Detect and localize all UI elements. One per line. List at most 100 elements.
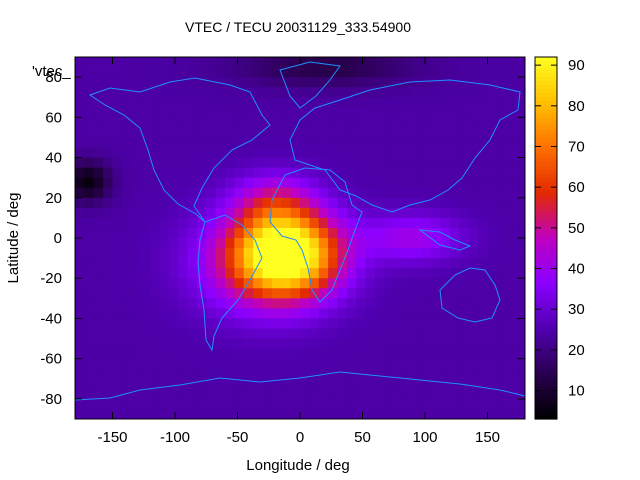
heatmap-cell bbox=[318, 87, 329, 98]
heatmap-cell bbox=[459, 258, 470, 269]
colorbar-band bbox=[535, 386, 557, 392]
heatmap-cell bbox=[468, 338, 479, 350]
heatmap-cell bbox=[281, 408, 292, 419]
colorbar-band bbox=[535, 93, 557, 98]
heatmap-cell bbox=[440, 308, 451, 320]
heatmap-cell bbox=[450, 157, 460, 169]
heatmap-cell bbox=[196, 318, 207, 330]
heatmap-cell bbox=[459, 368, 470, 380]
heatmap-cell bbox=[112, 388, 123, 400]
heatmap-cell bbox=[103, 268, 114, 279]
heatmap-cell bbox=[75, 358, 85, 370]
heatmap-cell bbox=[178, 117, 189, 128]
heatmap-cell bbox=[103, 368, 114, 380]
heatmap-cell bbox=[506, 308, 517, 320]
heatmap-cell bbox=[168, 197, 179, 209]
heatmap-cell bbox=[234, 167, 245, 179]
heatmap-cell bbox=[178, 268, 189, 279]
heatmap-cell bbox=[337, 338, 348, 350]
heatmap-cell bbox=[468, 328, 479, 340]
colorbar-band bbox=[535, 233, 557, 239]
heatmap-cell bbox=[253, 268, 264, 279]
heatmap-cell bbox=[271, 97, 282, 108]
heatmap-cell bbox=[112, 248, 123, 259]
heatmap-cell bbox=[506, 388, 517, 400]
heatmap-cell bbox=[140, 217, 151, 229]
heatmap-cell bbox=[440, 388, 451, 400]
heatmap-cell bbox=[431, 217, 442, 229]
heatmap-cell bbox=[93, 77, 104, 88]
heatmap-cell bbox=[375, 288, 385, 299]
heatmap-cell bbox=[131, 378, 142, 390]
heatmap-cell bbox=[318, 227, 329, 239]
heatmap-cell bbox=[487, 358, 498, 370]
heatmap-cell bbox=[243, 137, 254, 149]
heatmap-cell bbox=[159, 107, 170, 118]
heatmap-cell bbox=[121, 298, 132, 309]
heatmap-cell bbox=[328, 57, 339, 68]
heatmap-cell bbox=[206, 378, 217, 390]
heatmap-cell bbox=[468, 177, 479, 189]
heatmap-cell bbox=[337, 67, 348, 78]
colorbar-band bbox=[535, 77, 557, 82]
heatmap-cell bbox=[168, 167, 179, 179]
heatmap-cell bbox=[112, 288, 123, 299]
heatmap-cell bbox=[337, 107, 348, 118]
heatmap-cell bbox=[450, 298, 460, 309]
heatmap-cell bbox=[196, 187, 207, 199]
heatmap-cell bbox=[337, 358, 348, 370]
heatmap-cell bbox=[300, 207, 310, 219]
heatmap-cell bbox=[318, 388, 329, 400]
heatmap-cell bbox=[84, 358, 95, 370]
heatmap-cell bbox=[103, 398, 114, 410]
heatmap-cell bbox=[225, 338, 235, 350]
heatmap-cell bbox=[365, 408, 376, 419]
heatmap-cell bbox=[318, 408, 329, 419]
colorbar-band bbox=[535, 201, 557, 207]
colorbar-band bbox=[535, 334, 557, 340]
heatmap-cell bbox=[93, 408, 104, 419]
heatmap-cell bbox=[281, 57, 292, 68]
heatmap-cell bbox=[84, 288, 95, 299]
heatmap-cell bbox=[131, 177, 142, 189]
heatmap-cell bbox=[328, 238, 339, 249]
heatmap-cell bbox=[121, 77, 132, 88]
heatmap-cell bbox=[487, 107, 498, 118]
heatmap-cell bbox=[187, 77, 198, 88]
heatmap-cell bbox=[440, 87, 451, 98]
heatmap-cell bbox=[459, 187, 470, 199]
heatmap-cell bbox=[365, 308, 376, 320]
heatmap-cell bbox=[412, 77, 423, 88]
heatmap-cell bbox=[84, 298, 95, 309]
heatmap-cell bbox=[403, 238, 414, 249]
heatmap-cell bbox=[365, 318, 376, 330]
heatmap-cell bbox=[515, 167, 525, 179]
heatmap-cell bbox=[103, 67, 114, 78]
heatmap-cell bbox=[234, 288, 245, 299]
heatmap-cell bbox=[93, 268, 104, 279]
heatmap-cell bbox=[131, 187, 142, 199]
heatmap-cell bbox=[112, 107, 123, 118]
heatmap-cell bbox=[290, 238, 301, 249]
heatmap-cell bbox=[112, 408, 123, 419]
heatmap-cell bbox=[103, 348, 114, 360]
heatmap-cell bbox=[131, 348, 142, 360]
heatmap-cell bbox=[440, 67, 451, 78]
heatmap-cell bbox=[346, 258, 357, 269]
colorbar-band bbox=[535, 266, 557, 271]
y-tick-label: 60 bbox=[45, 109, 62, 126]
heatmap-cell bbox=[496, 408, 507, 419]
heatmap-cell bbox=[421, 167, 432, 179]
heatmap-cell bbox=[215, 268, 226, 279]
heatmap-cell bbox=[243, 197, 254, 209]
heatmap-cell bbox=[393, 107, 404, 118]
heatmap-cell bbox=[150, 177, 160, 189]
heatmap-cell bbox=[309, 147, 320, 159]
heatmap-cell bbox=[150, 217, 160, 229]
heatmap-cell bbox=[234, 268, 245, 279]
heatmap-cell bbox=[271, 288, 282, 299]
colorbar-tick-label: 30 bbox=[568, 301, 585, 318]
heatmap-cell bbox=[140, 107, 151, 118]
heatmap-cell bbox=[496, 398, 507, 410]
heatmap-cell bbox=[281, 177, 292, 189]
